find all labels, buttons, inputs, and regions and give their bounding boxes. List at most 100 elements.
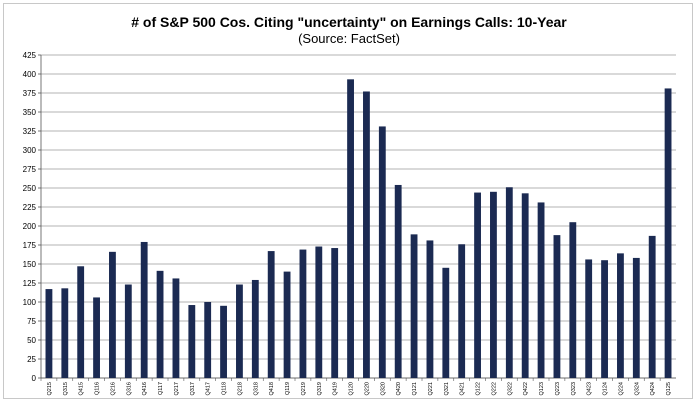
y-tick-label: 400 — [23, 70, 37, 79]
x-tick-label: Q121 — [412, 382, 418, 395]
bar-q316 — [124, 284, 132, 378]
x-tick-label: Q321 — [444, 382, 450, 395]
bar-q215 — [45, 289, 53, 378]
bar-q219 — [299, 249, 307, 378]
y-tick-label: 175 — [23, 241, 37, 250]
chart-subtitle: (Source: FactSet) — [298, 31, 400, 46]
x-tick-label: Q217 — [174, 382, 180, 395]
x-tick-label: Q424 — [650, 382, 656, 395]
x-tick-label: Q317 — [190, 382, 196, 395]
x-tick-label: Q420 — [396, 382, 402, 395]
bar-q125 — [664, 88, 672, 378]
bar-q220 — [363, 91, 370, 378]
bar-q122 — [474, 192, 481, 378]
x-tick-label: Q116 — [95, 382, 101, 395]
x-tick-label: Q316 — [126, 382, 132, 395]
bar-q323 — [569, 222, 577, 378]
bar-q120 — [347, 79, 354, 378]
bar-q317 — [188, 305, 196, 378]
bar-q421 — [458, 244, 466, 378]
x-tick-label: Q423 — [587, 382, 593, 395]
bar-q117 — [156, 270, 164, 378]
bar-q121 — [410, 234, 418, 378]
bar-q119 — [283, 271, 291, 378]
bar-q222 — [490, 191, 497, 378]
x-tick-label: Q416 — [142, 382, 148, 395]
x-tick-label: Q218 — [237, 382, 243, 395]
bar-q416 — [140, 241, 148, 378]
x-tick-label: Q123 — [539, 382, 545, 395]
x-tick-label: Q120 — [349, 382, 355, 395]
x-tick-label: Q319 — [317, 382, 323, 395]
x-tick-label: Q224 — [618, 382, 624, 395]
bar-q321 — [442, 267, 450, 378]
bar-q415 — [77, 266, 85, 378]
bar-q319 — [315, 246, 323, 378]
bar-q123 — [537, 202, 545, 378]
y-tick-label: 250 — [23, 184, 37, 193]
bar-q418 — [267, 251, 275, 378]
x-tick-label: Q122 — [476, 382, 482, 395]
bar-q218 — [236, 284, 243, 378]
x-tick-label: Q323 — [571, 382, 577, 395]
x-tick-label: Q318 — [253, 382, 259, 395]
bar-q422 — [521, 193, 529, 378]
x-tick-label: Q220 — [364, 382, 370, 395]
bar-q318 — [251, 279, 259, 378]
x-tick-label: Q216 — [110, 382, 116, 395]
bar-q216 — [109, 251, 116, 378]
bar-q420 — [394, 184, 402, 378]
bar-q423 — [585, 259, 593, 378]
y-tick-label: 0 — [32, 374, 37, 383]
x-tick-label: Q221 — [428, 382, 434, 395]
bar-q223 — [553, 235, 561, 378]
y-tick-label: 425 — [23, 51, 37, 60]
y-tick-label: 200 — [23, 222, 37, 231]
x-tick-label: Q417 — [206, 382, 212, 395]
x-tick-label: Q322 — [507, 382, 513, 395]
y-tick-label: 25 — [27, 355, 36, 364]
bar-q217 — [172, 278, 180, 378]
y-tick-label: 225 — [23, 203, 37, 212]
bar-q116 — [93, 297, 100, 378]
x-tick-label: Q219 — [301, 382, 307, 395]
x-tick-label: Q222 — [491, 382, 497, 395]
bar-q118 — [220, 305, 227, 378]
y-tick-label: 50 — [27, 336, 36, 345]
y-tick-label: 375 — [23, 89, 37, 98]
bar-q322 — [505, 187, 513, 378]
bar-q324 — [632, 257, 640, 378]
bar-q315 — [61, 288, 69, 378]
x-tick-label: Q119 — [285, 382, 291, 395]
y-tick-label: 75 — [27, 317, 36, 326]
x-tick-label: Q421 — [460, 382, 466, 395]
bar-q419 — [331, 248, 339, 378]
x-tick-label: Q118 — [222, 382, 228, 395]
x-tick-label: Q320 — [380, 382, 386, 395]
x-tick-label: Q215 — [47, 382, 53, 395]
x-tick-label: Q124 — [603, 382, 609, 395]
y-tick-label: 350 — [23, 108, 37, 117]
bar-q320 — [378, 126, 386, 378]
x-tick-label: Q422 — [523, 382, 529, 395]
x-tick-label: Q324 — [634, 382, 640, 395]
x-tick-label: Q125 — [666, 382, 672, 395]
bar-q417 — [204, 302, 212, 378]
y-tick-label: 125 — [23, 279, 37, 288]
y-tick-label: 275 — [23, 165, 37, 174]
bar-q424 — [648, 235, 656, 378]
bar-q124 — [601, 260, 608, 378]
x-tick-label: Q419 — [333, 382, 339, 395]
chart-title: # of S&P 500 Cos. Citing "uncertainty" o… — [131, 14, 567, 30]
x-tick-label: Q117 — [158, 382, 164, 395]
x-tick-label: Q315 — [63, 382, 69, 395]
x-tick-label: Q418 — [269, 382, 275, 395]
y-tick-label: 325 — [23, 127, 37, 136]
bar-q224 — [617, 253, 624, 378]
x-tick-label: Q415 — [79, 382, 85, 395]
bar-q221 — [426, 240, 434, 378]
x-tick-label: Q223 — [555, 382, 561, 395]
y-tick-label: 150 — [23, 260, 37, 269]
y-tick-label: 300 — [23, 146, 37, 155]
